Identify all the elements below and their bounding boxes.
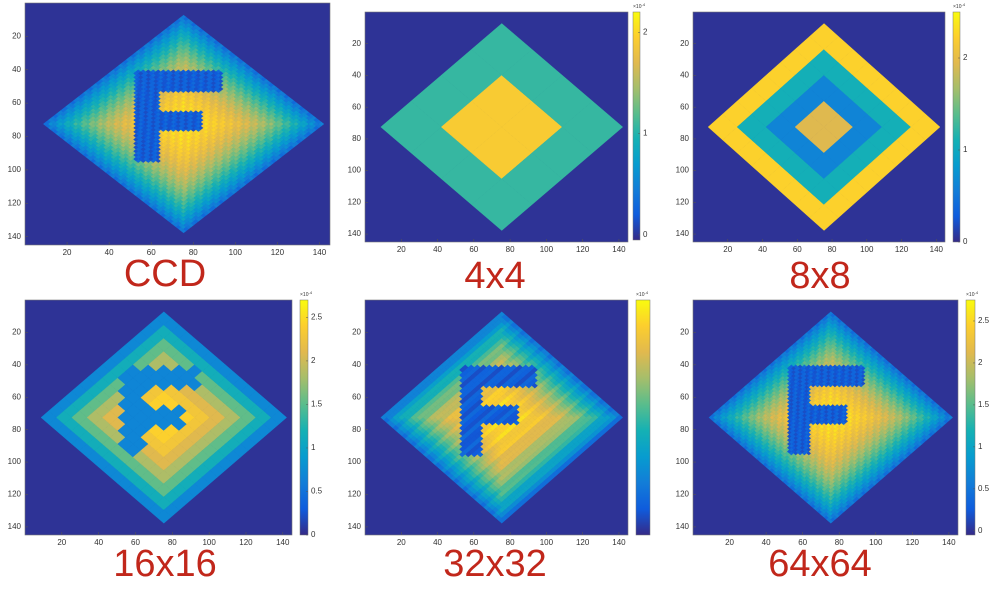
x-tick-label: 140 [930,245,944,254]
colorbar-tick-label: 0.5 [311,487,323,496]
x-tick-label: 80 [828,245,837,254]
colorbar-tick-label: 1.5 [311,400,323,409]
x-tick-label: 40 [105,248,114,257]
panel: 2040608010012014020406080100120140CCD [8,3,330,295]
y-tick-label: 60 [12,98,21,107]
x-tick-label: 40 [758,245,767,254]
y-tick-label: 40 [352,71,361,80]
y-tick-label: 140 [8,522,22,531]
colorbar [300,300,308,535]
y-tick-label: 60 [680,102,689,111]
y-tick-label: 120 [348,197,362,206]
exponent-power: -4 [961,2,965,7]
x-tick-label: 140 [276,538,290,547]
y-tick-label: 140 [348,229,362,238]
y-tick-label: 40 [12,360,21,369]
colorbar-tick-label: 2 [311,356,316,365]
y-tick-label: 140 [8,232,22,241]
figure: 2040608010012014020406080100120140CCD204… [0,0,989,588]
colorbar-tick-label: 1 [963,145,968,154]
x-tick-label: 60 [469,245,478,254]
x-tick-label: 60 [793,245,802,254]
y-tick-label: 60 [352,102,361,111]
colorbar-tick-label: 2.5 [311,313,323,322]
y-tick-label: 20 [12,31,21,40]
y-tick-label: 80 [352,134,361,143]
x-tick-label: 120 [576,245,590,254]
colorbar-tick-label: 0 [311,530,316,539]
x-tick-label: 100 [540,245,554,254]
x-tick-label: 20 [63,248,72,257]
panel-label: 8x8 [789,255,850,297]
x-tick-label: 40 [433,245,442,254]
page: 2040608010012014020406080100120140CCD204… [0,0,989,588]
colorbar-tick-label: 1 [311,443,316,452]
y-tick-label: 100 [348,166,362,175]
x-tick-label: 100 [229,248,243,257]
exponent-power: -4 [641,2,645,7]
x-tick-label: 20 [397,245,406,254]
x-tick-label: 100 [860,245,874,254]
panel-label: CCD [124,253,206,295]
colorbar-exponent: ×10-4 [953,2,966,10]
colorbar [953,12,960,242]
colorbar-tick-label: 2 [643,27,648,36]
colorbar-tick-label: 0 [963,237,968,246]
x-tick-label: 20 [57,538,66,547]
y-tick-label: 80 [680,134,689,143]
exponent-base: ×10 [633,4,642,10]
x-tick-label: 80 [506,245,515,254]
y-tick-label: 60 [12,392,21,401]
colorbar [633,12,640,240]
y-tick-label: 120 [676,197,690,206]
colorbar-exponent: ×10-4 [300,290,313,298]
y-tick-label: 20 [352,39,361,48]
exponent-base: ×10 [953,4,962,10]
exponent-power: -4 [308,290,312,295]
exponent-base: ×10 [300,292,309,298]
y-tick-label: 100 [8,457,22,466]
x-tick-label: 20 [723,245,732,254]
panel-label: 16x16 [113,543,217,585]
colorbar-tick-label: 2 [963,53,968,62]
y-tick-label: 100 [8,165,22,174]
y-tick-label: 80 [12,132,21,141]
x-tick-label: 140 [612,245,626,254]
y-tick-label: 100 [676,166,690,175]
y-tick-label: 40 [12,65,21,74]
x-tick-label: 140 [313,248,327,257]
panel: 2040608010012014020406080100120140×10-43… [348,290,650,585]
colorbar-tick-label: 0 [643,230,648,239]
panel-label: 4x4 [464,255,525,297]
y-tick-label: 120 [8,198,22,207]
y-tick-label: 20 [680,39,689,48]
panel: 20 40 60 80 100 120 140 20 40 60 80 100 120 140 ×10-4 0… [676,2,968,297]
y-tick-label: 20 [12,328,21,337]
colorbar-exponent: ×10-4 [633,2,646,10]
y-tick-label: 140 [676,229,690,238]
panel: 20 40 60 80 100 120 140 20 40 60 80 100 120 140 ×10-4 0… [348,2,648,297]
x-tick-label: 120 [895,245,909,254]
x-tick-label: 40 [94,538,103,547]
x-tick-label: 120 [239,538,253,547]
y-tick-label: 120 [8,490,22,499]
panel: 2040608010012014020406080100120140×10-40… [8,290,323,585]
y-tick-label: 40 [680,71,689,80]
colorbar-tick-label: 1 [643,129,648,138]
y-tick-label: 80 [12,425,21,434]
x-tick-label: 120 [271,248,285,257]
